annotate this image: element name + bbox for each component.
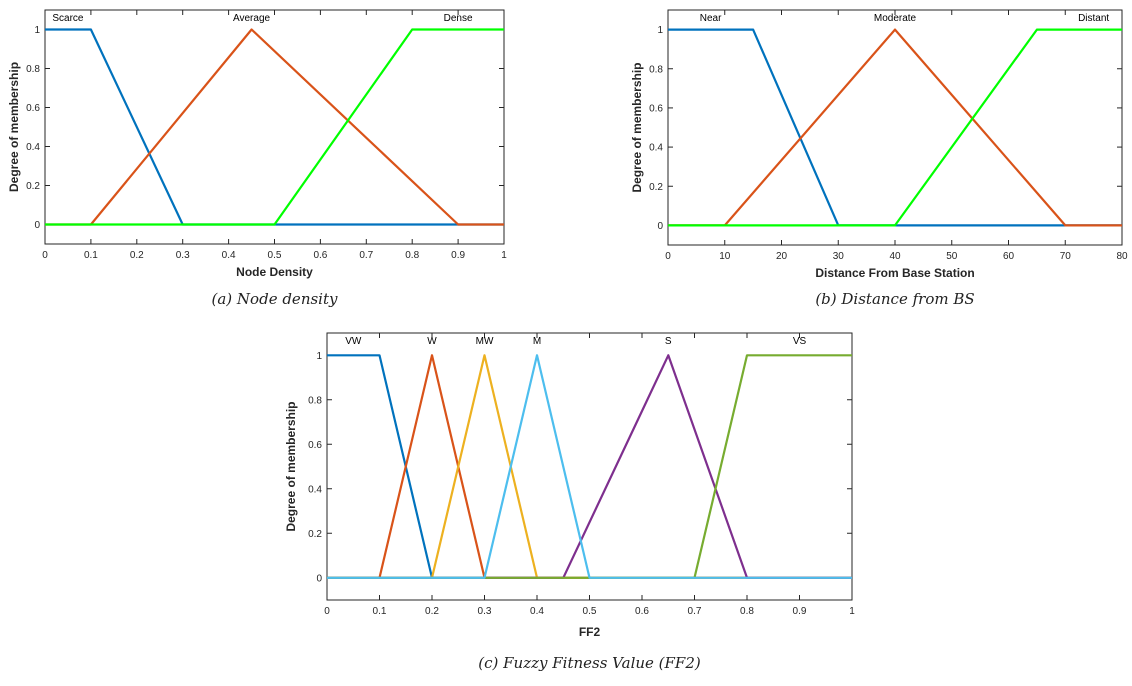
series-line-near [668, 28, 1122, 227]
x-tick-label: 0.2 [425, 606, 439, 617]
x-tick-label: 0.4 [530, 606, 544, 617]
x-tick-label: 0 [42, 250, 48, 261]
x-tick-label: 80 [1116, 251, 1128, 262]
mf-label: Dense [444, 13, 473, 24]
mf-label: Scarce [52, 13, 84, 24]
y-axis-label: Degree of membership [630, 62, 644, 192]
y-tick-label: 0.6 [26, 103, 40, 114]
mf-label: VW [345, 336, 362, 347]
y-tick-label: 0.2 [649, 182, 663, 193]
y-axis-label: Degree of membership [284, 401, 298, 531]
x-axis-label: FF2 [579, 625, 601, 639]
x-tick-label: 70 [1060, 251, 1072, 262]
x-tick-label: 20 [776, 251, 788, 262]
x-tick-label: 0.1 [373, 606, 387, 617]
x-tick-label: 40 [889, 251, 901, 262]
mf-label: VS [793, 336, 807, 347]
x-tick-label: 0.8 [405, 250, 419, 261]
x-tick-label: 0.5 [268, 250, 282, 261]
y-axis-label: Degree of membership [7, 62, 21, 192]
x-tick-label: 0.9 [793, 606, 807, 617]
x-tick-label: 30 [833, 251, 845, 262]
x-tick-label: 1 [849, 606, 855, 617]
chart-panel-3: 0 0.1 0.2 0.3 0.4 0.5 0.6 0.7 0.8 0.9 1 0 0.2 0.4 0.6 0… [284, 332, 855, 672]
y-tick-label: 0 [34, 220, 40, 231]
x-tick-label: 0.9 [451, 250, 465, 261]
x-tick-label: 0 [324, 606, 330, 617]
mf-label: S [665, 336, 672, 347]
mf-label: Average [233, 13, 271, 24]
series-line-m [327, 354, 852, 579]
y-tick-label: 0.6 [308, 440, 322, 451]
mf-label: Distant [1078, 13, 1109, 24]
series-line-vs [327, 354, 852, 579]
mf-label: W [427, 336, 437, 347]
x-axis-label: Node Density [236, 265, 313, 279]
plot-frame [44, 9, 505, 245]
figure-caption: (c) Fuzzy Fitness Value (FF2) [478, 654, 701, 672]
x-tick-label: 0.6 [635, 606, 649, 617]
x-tick-label: 10 [719, 251, 731, 262]
mf-label: M [533, 336, 541, 347]
x-tick-label: 0.2 [130, 250, 144, 261]
y-tick-label: 0.2 [26, 181, 40, 192]
mf-label: Near [700, 13, 722, 24]
x-tick-label: 0.4 [222, 250, 236, 261]
series-line-dense [45, 28, 504, 226]
y-tick-label: 1 [657, 25, 663, 36]
x-tick-label: 0.7 [359, 250, 373, 261]
y-tick-label: 0.4 [308, 484, 322, 495]
y-tick-label: 0.8 [26, 64, 40, 75]
y-tick-label: 0.8 [649, 64, 663, 75]
chart-panel-2: 0 10 20 30 40 50 60 70 80 0 0.2 0.4 0.6 0.8 1 Near Moder… [630, 9, 1128, 308]
x-tick-label: 0.5 [583, 606, 597, 617]
series-line-distant [668, 28, 1122, 227]
mf-label: Moderate [874, 13, 917, 24]
figure-caption: (a) Node density [212, 290, 338, 308]
y-tick-label: 1 [316, 351, 322, 362]
x-tick-label: 1 [501, 250, 507, 261]
x-tick-label: 0.6 [313, 250, 327, 261]
y-tick-label: 0.6 [649, 103, 663, 114]
chart-panel-1: 0 0.1 0.2 0.3 0.4 0.5 0.6 0.7 0.8 0.9 1 0 0.2 0.4 0.6 0… [7, 9, 507, 308]
figure-caption: (b) Distance from BS [815, 290, 974, 308]
y-tick-label: 0.2 [308, 529, 322, 540]
x-tick-label: 60 [1003, 251, 1015, 262]
x-tick-label: 50 [946, 251, 958, 262]
x-tick-label: 0.3 [176, 250, 190, 261]
x-tick-label: 0.8 [740, 606, 754, 617]
y-tick-label: 0.4 [26, 142, 40, 153]
y-tick-label: 1 [34, 25, 40, 36]
y-tick-label: 0.4 [649, 143, 663, 154]
series-line-scarce [45, 28, 504, 226]
x-tick-label: 0.3 [478, 606, 492, 617]
plot-frame [667, 9, 1123, 246]
x-axis-label: Distance From Base Station [815, 266, 974, 280]
y-tick-label: 0 [316, 573, 322, 584]
x-tick-label: 0.7 [688, 606, 702, 617]
x-tick-label: 0.1 [84, 250, 98, 261]
mf-label: MW [476, 336, 494, 347]
x-tick-label: 0 [665, 251, 671, 262]
y-tick-label: 0 [657, 221, 663, 232]
plot-frame [326, 332, 853, 601]
y-tick-label: 0.8 [308, 395, 322, 406]
